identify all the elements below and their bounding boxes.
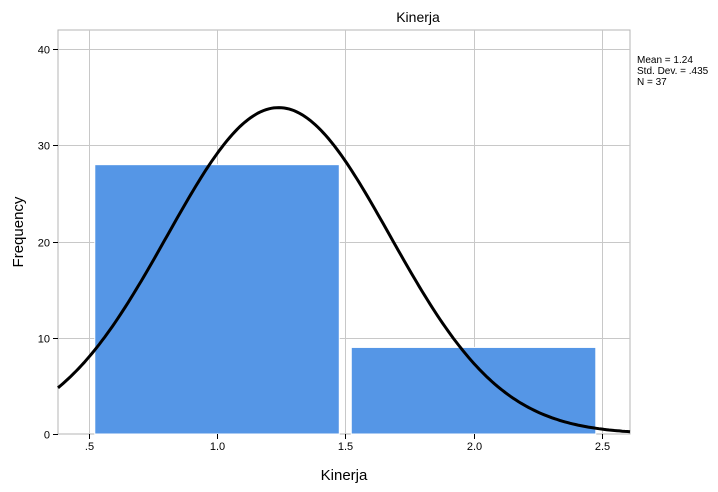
grid-lines [58, 30, 630, 434]
x-tick-label: 1.0 [210, 441, 225, 453]
x-tick-label: .5 [85, 441, 94, 453]
bars [94, 164, 597, 435]
chart-title: Kinerja [396, 9, 440, 25]
y-tick-label: 10 [38, 334, 50, 346]
stat-n: N = 37 [637, 77, 667, 88]
y-axis-label: Frequency [10, 196, 27, 267]
x-axis-label: Kinerja [321, 467, 368, 484]
stat-std-dev: Std. Dev. = .435 [637, 66, 709, 77]
x-tick-label: 2.5 [595, 441, 610, 453]
y-tick-label: 30 [38, 141, 50, 153]
stat-mean: Mean = 1.24 [637, 55, 693, 66]
y-axis-ticks: 0 10 20 30 40 [38, 45, 58, 442]
x-axis-ticks: .5 1.0 1.5 2.0 2.5 [85, 434, 610, 453]
y-tick-label: 20 [38, 238, 50, 250]
y-tick-label: 0 [44, 430, 50, 442]
y-tick-label: 40 [38, 45, 50, 57]
normal-curve [57, 106, 631, 434]
x-tick-label: 2.0 [467, 441, 482, 453]
x-tick-label: 1.5 [338, 441, 353, 453]
histogram-bar [94, 164, 340, 435]
